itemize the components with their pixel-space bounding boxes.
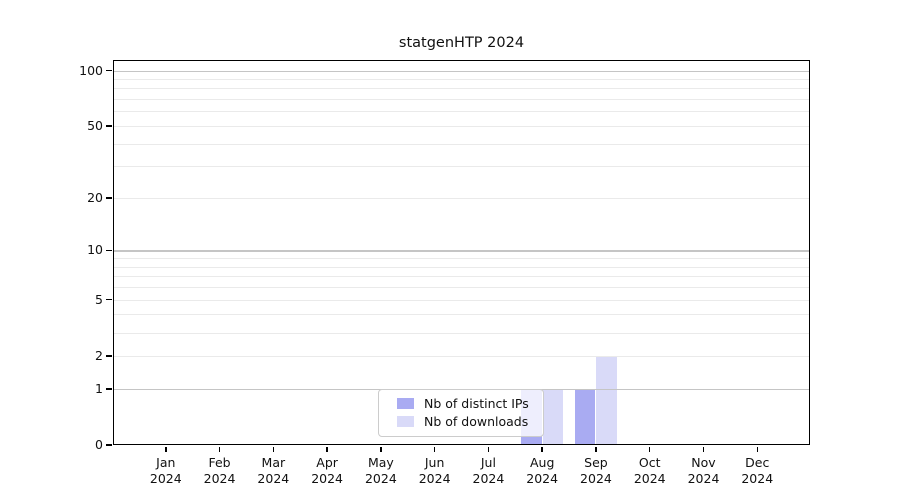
legend-swatch-distinct-ips-icon [397,397,414,409]
month-label: Dec [745,455,770,470]
y-tick-10 [105,249,112,252]
x-tick-label-jun: Jun 2024 [403,455,467,488]
legend-label-downloads: Nb of downloads [424,414,529,430]
year-label: 2024 [472,471,505,487]
y-tick-label-20: 20 [87,190,103,206]
gridline-y-20 [113,197,810,199]
y-tick-label-2: 2 [95,348,103,364]
gridline-y-50 [113,125,810,127]
x-axis: Jan 2024 Feb 2024 Mar 2024 Apr 2024 May 2024 Jun 20… [113,60,810,486]
x-tick-jul [487,446,490,452]
year-label: 2024 [418,471,451,487]
year-label: 2024 [741,471,774,487]
month-label: Oct [638,455,661,470]
y-tick-2 [105,355,112,357]
gridline-y-60 [113,111,810,113]
x-tick-label-dec: Dec 2024 [725,455,789,488]
x-tick-may [380,446,382,452]
plot-area: 0 1 2 5 10 20 50 100 Jan 2024 Feb 2024 Mar 2024 Apr 20… [79,60,810,486]
x-tick-nov [702,446,705,452]
gridline-y-4 [113,314,810,316]
month-label: Jan [156,455,176,470]
legend-item-downloads: Nb of downloads [379,414,543,429]
month-label: Sep [584,455,608,470]
chart-title: statgenHTP 2024 [398,35,525,51]
gridline-y-90 [113,78,810,80]
x-tick-aug [541,446,543,452]
year-label: 2024 [687,471,720,487]
gridline-y-8 [113,266,810,268]
y-tick-50 [105,125,112,127]
y-tick-label-50: 50 [87,118,103,134]
gridline-y-9 [113,258,810,260]
x-tick-label-mar: Mar 2024 [241,455,305,488]
month-label: May [367,455,394,470]
gridline-y-6 [113,287,810,289]
x-tick-label-feb: Feb 2024 [188,455,252,488]
y-axis: 0 1 2 5 10 20 50 100 [79,60,810,452]
year-label: 2024 [311,471,344,487]
gridline-y-5 [113,299,810,301]
y-tick-label-100: 100 [79,62,103,78]
x-tick-jun [433,446,436,452]
legend-swatch-downloads-icon [397,416,414,428]
x-tick-label-sep: Sep 2024 [564,455,628,488]
month-label: Jul [480,455,496,470]
year-label: 2024 [526,471,559,487]
y-tick-5 [105,298,112,301]
month-label: Feb [208,455,231,470]
x-tick-label-jan: Jan 2024 [134,455,198,488]
gridline-y-7 [113,276,810,278]
month-label: Nov [691,455,716,470]
gridline-y-3 [113,332,810,334]
year-label: 2024 [149,471,182,487]
x-tick-oct [648,446,651,452]
x-tick-label-apr: Apr 2024 [295,455,359,488]
bar-nb-of-distinct-ips-sep [574,388,596,445]
year-label: 2024 [633,471,666,487]
legend: Nb of distinct IPs Nb of downloads [378,388,544,437]
legend-label-distinct-ips: Nb of distinct IPs [424,395,529,411]
x-tick-dec [756,446,759,452]
gridlines-layer [113,60,810,445]
year-label: 2024 [257,471,290,487]
x-tick-apr [326,446,328,452]
x-tick-sep [595,446,597,452]
y-tick-100 [105,69,112,72]
x-tick-label-nov: Nov 2024 [672,455,736,488]
month-label: Aug [529,455,555,470]
x-tick-jan [165,446,167,452]
x-tick-mar [272,446,275,452]
legend-item-distinct-ips: Nb of distinct IPs [379,396,543,411]
year-label: 2024 [364,471,397,487]
y-tick-1 [105,388,112,390]
month-label: Jun [424,455,445,470]
gridline-y-100 [113,70,810,72]
gridline-y-10 [113,250,810,252]
bar-nb-of-downloads-aug [542,388,564,445]
x-tick-feb [218,446,221,452]
gridline-y-2 [113,355,810,357]
month-label: Mar [261,455,286,470]
gridline-y-40 [113,143,810,145]
x-tick-label-jul: Jul 2024 [456,455,520,488]
month-label: Apr [316,455,338,470]
x-tick-label-oct: Oct 2024 [618,455,682,488]
x-tick-label-may: May 2024 [349,455,413,488]
y-tick-0 [105,444,112,446]
year-label: 2024 [203,471,236,487]
gridline-y-30 [113,166,810,168]
y-tick-20 [105,197,112,199]
y-tick-label-10: 10 [87,242,103,258]
y-tick-label-5: 5 [95,291,103,307]
y-tick-label-1: 1 [95,380,103,396]
x-tick-label-aug: Aug 2024 [510,455,574,488]
gridline-y-80 [113,88,810,90]
year-label: 2024 [580,471,612,487]
bar-nb-of-downloads-sep [596,355,617,445]
y-tick-label-0: 0 [95,437,103,453]
gridline-y-70 [113,99,810,101]
